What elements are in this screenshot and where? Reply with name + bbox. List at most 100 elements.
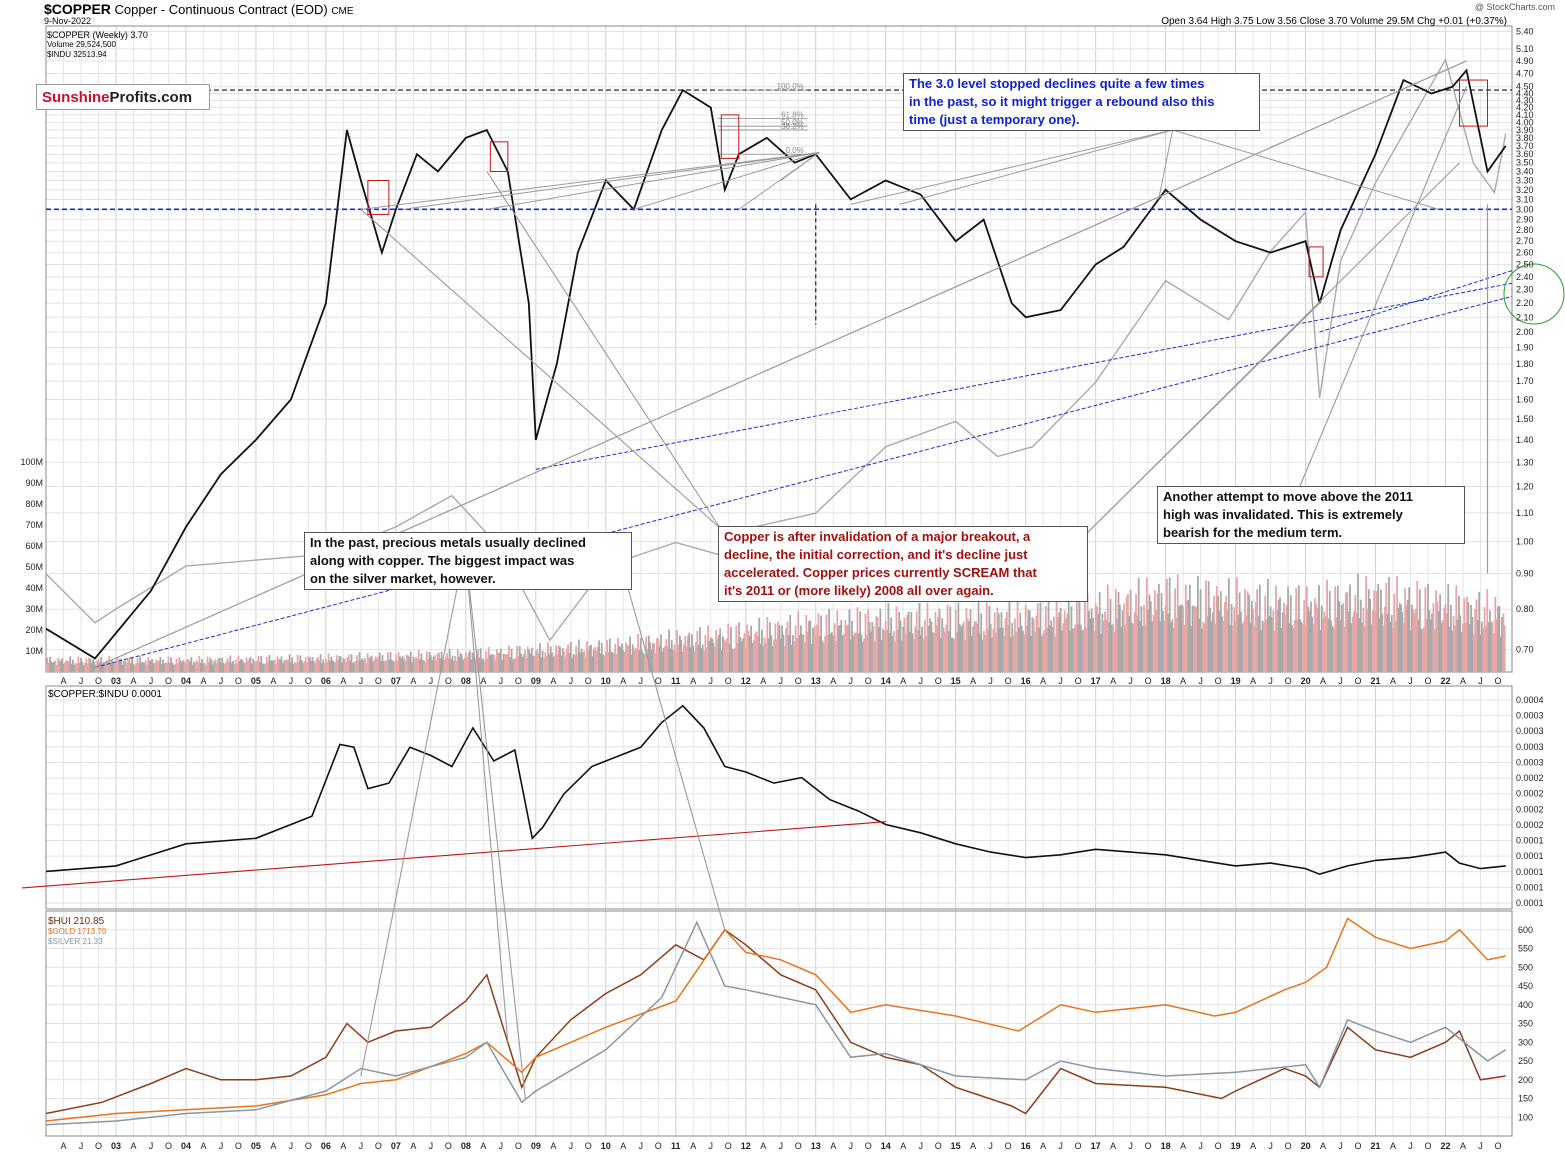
volume-bar [467,652,470,672]
x-tick-label: O [165,1141,172,1151]
volume-bar [288,654,291,672]
volume-bar [696,630,699,672]
volume-bar [334,662,337,672]
volume-bar [1001,627,1004,672]
x-tick-label: 03 [111,676,121,686]
volume-bar [547,642,549,672]
x-tick-label: 12 [741,1141,751,1151]
x-tick-label: 17 [1091,676,1101,686]
volume-bar [942,627,945,672]
x-tick-label: O [515,1141,522,1151]
volume-bar [1071,628,1074,672]
volume-bar [653,643,656,672]
x-tick-label: J [79,676,84,686]
x-tick-label: J [709,1141,714,1151]
volume-y-tick: 30M [25,604,43,614]
price-y-tick: 4.20 [1516,103,1534,113]
volume-bar [1451,630,1454,672]
volume-bar [393,660,396,672]
volume-bar [1470,604,1472,672]
volume-bar [1357,573,1359,672]
volume-bar [1237,614,1240,672]
volume-bar [365,663,368,672]
volume-bar [248,658,251,672]
volume-bar [199,662,202,672]
volume-bar [1167,613,1170,672]
x-tick-label: J [1198,676,1203,686]
volume-bar [568,652,571,672]
volume-bar [798,635,801,672]
volume-bar [140,662,143,672]
volume-bar [1439,594,1442,672]
volume-bar [974,621,977,672]
x-tick-label: O [445,676,452,686]
legend-gold: $GOLD 1713.70 [48,927,107,936]
volume-bar [290,662,292,672]
price-y-tick: 2.70 [1516,236,1534,246]
volume-bar [522,654,525,672]
volume-bar [561,648,564,672]
gray-note-connector [486,171,721,529]
x-tick-label: A [1250,676,1256,686]
volume-bar [594,646,596,672]
x-tick-label: A [620,676,626,686]
volume-bar [189,661,191,672]
volume-bar [1219,591,1222,672]
volume-bar [1318,585,1320,672]
volume-bar [1315,603,1318,672]
gray-connector [1172,129,1439,210]
price-y-tick: 3.60 [1516,149,1534,159]
price-y-tick: 3.40 [1516,166,1534,176]
volume-bar [1238,592,1241,672]
x-tick-label: J [1408,1141,1413,1151]
volume-bar [748,635,751,672]
price-y-tick: 0.90 [1516,569,1534,579]
volume-bar [1416,580,1419,672]
x-tick-label: J [709,676,714,686]
volume-bar [1073,628,1076,672]
volume-bar [1205,580,1207,672]
metals-y-tick: 350 [1518,1019,1533,1029]
x-tick-label: 03 [111,1141,121,1151]
volume-bar [1484,625,1487,672]
volume-bar [222,662,225,672]
volume-bar [534,650,537,672]
volume-bar [167,656,170,672]
volume-bar [1494,597,1497,672]
volume-bar [1425,619,1428,672]
volume-bar [499,648,502,672]
volume-bar [1140,606,1143,672]
volume-bar [1217,595,1220,672]
volume-bar [575,645,578,672]
volume-bar [218,657,221,672]
volume-bar [1476,619,1479,672]
volume-bar [427,658,430,672]
volume-bar [65,660,68,672]
price-y-tick: 0.70 [1516,645,1534,655]
ratio-y-tick: 0.0002 [1516,804,1544,814]
x-tick-label: 07 [391,676,401,686]
volume-bar [621,643,623,672]
note-pm-line-3: on the silver market, however. [310,571,496,586]
volume-bar [364,658,366,672]
x-tick-label: O [375,1141,382,1151]
volume-bar [1400,604,1403,672]
volume-bar [1081,630,1084,672]
volume-bar [590,644,592,672]
volume-bar [1467,602,1470,672]
volume-bar [926,602,929,672]
volume-bar [937,616,940,672]
fib-label: 100.0% [777,82,804,91]
volume-bar [486,658,489,672]
volume-bar [785,628,788,672]
volume-bar [1377,583,1380,672]
volume-bar [207,662,210,672]
x-tick-label: A [900,676,906,686]
volume-bar [1272,610,1275,672]
volume-bar [541,650,544,672]
ratio-y-tick: 0.0003 [1516,757,1544,767]
volume-bar [615,654,618,672]
volume-bar [695,641,697,672]
volume-y-tick: 50M [25,562,43,572]
volume-bar [991,637,993,672]
